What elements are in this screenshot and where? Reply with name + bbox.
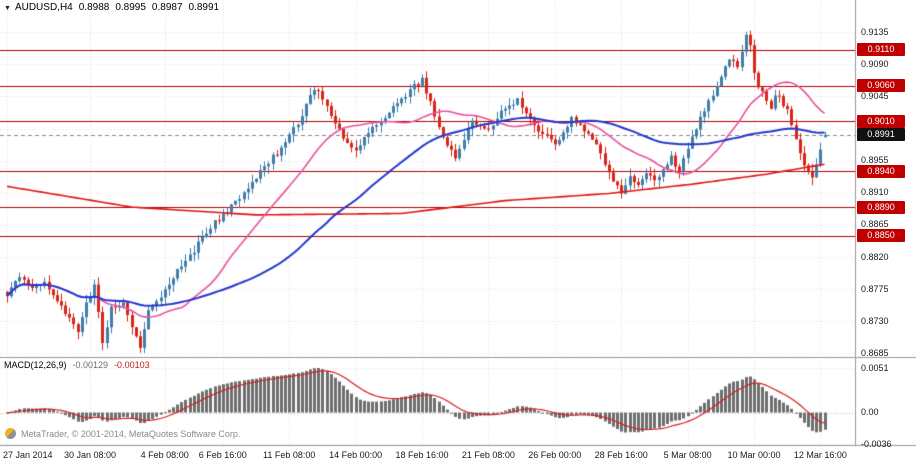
time-tick: 28 Feb 16:00 — [594, 450, 648, 460]
level-price-badge: 0.8940 — [857, 164, 905, 178]
time-tick: 4 Feb 08:00 — [140, 450, 189, 460]
ohlc-high: 0.8995 — [115, 2, 146, 13]
time-tick: 10 Mar 00:00 — [727, 450, 781, 460]
price-axis: 0.9135 0.9090 0.9045 0.8955 0.8910 0.8865 0.88… — [856, 0, 916, 358]
macd-tick: 0.00 — [861, 407, 879, 418]
macd-main-value: -0.00129 — [72, 360, 109, 370]
time-tick: 18 Feb 16:00 — [395, 450, 449, 460]
time-tick: 30 Jan 08:00 — [63, 450, 117, 460]
current-price-badge: 0.8991 — [857, 128, 905, 142]
level-price-badge: 0.8850 — [857, 229, 905, 243]
chart-header: ▼ AUDUSD,H4 0.8988 0.8995 0.8987 0.8991 — [4, 2, 219, 13]
macd-indicator-label: MACD(12,26,9) -0.00129 -0.00103 — [4, 360, 150, 370]
macd-tick: -0.0036 — [861, 438, 892, 449]
price-tick: 0.8910 — [861, 187, 889, 198]
time-tick: 21 Feb 08:00 — [461, 450, 515, 460]
price-tick: 0.8775 — [861, 283, 889, 294]
price-tick: 0.8685 — [861, 347, 889, 358]
time-tick: 5 Mar 08:00 — [663, 450, 712, 460]
price-tick: 0.8955 — [861, 155, 889, 166]
time-axis: 27 Jan 2014 30 Jan 08:00 4 Feb 08:00 6 Feb … — [0, 446, 916, 472]
level-price-badge: 0.9010 — [857, 114, 905, 128]
ohlc-low: 0.8987 — [151, 2, 183, 13]
price-tick: 0.9135 — [861, 26, 889, 37]
macd-tick: 0.0051 — [861, 362, 889, 373]
price-tick: 0.8730 — [861, 315, 889, 326]
price-tick: 0.9045 — [861, 90, 889, 101]
symbol-period-label: AUDUSD,H4 — [14, 2, 73, 13]
ohlc-open: 0.8988 — [78, 2, 110, 13]
time-tick: 27 Jan 2014 — [3, 450, 53, 460]
time-tick: 14 Feb 00:00 — [329, 450, 383, 460]
macd-signal-value: -0.00103 — [114, 360, 150, 370]
time-tick: 12 Mar 16:00 — [793, 450, 847, 460]
metatrader-logo-icon — [5, 428, 16, 439]
chart-marker-icon: ▼ — [4, 5, 11, 12]
price-tick: 0.8820 — [861, 251, 889, 262]
macd-name: MACD(12,26,9) — [4, 360, 67, 370]
time-tick: 26 Feb 00:00 — [528, 450, 582, 460]
macd-axis: 0.0051 0.00 -0.0036 — [856, 358, 916, 449]
copyright-text: MetaTrader, © 2001-2014, MetaQuotes Soft… — [21, 428, 241, 439]
copyright-footer: MetaTrader, © 2001-2014, MetaQuotes Soft… — [5, 428, 240, 439]
price-tick: 0.9090 — [861, 58, 889, 69]
level-price-badge: 0.9060 — [857, 79, 905, 93]
price-tick: 0.8865 — [861, 219, 889, 230]
ohlc-close: 0.8991 — [188, 2, 220, 13]
time-tick: 11 Feb 08:00 — [263, 450, 316, 460]
time-tick: 6 Feb 16:00 — [198, 450, 247, 460]
level-price-badge: 0.9110 — [857, 43, 905, 57]
level-price-badge: 0.8890 — [857, 200, 905, 214]
